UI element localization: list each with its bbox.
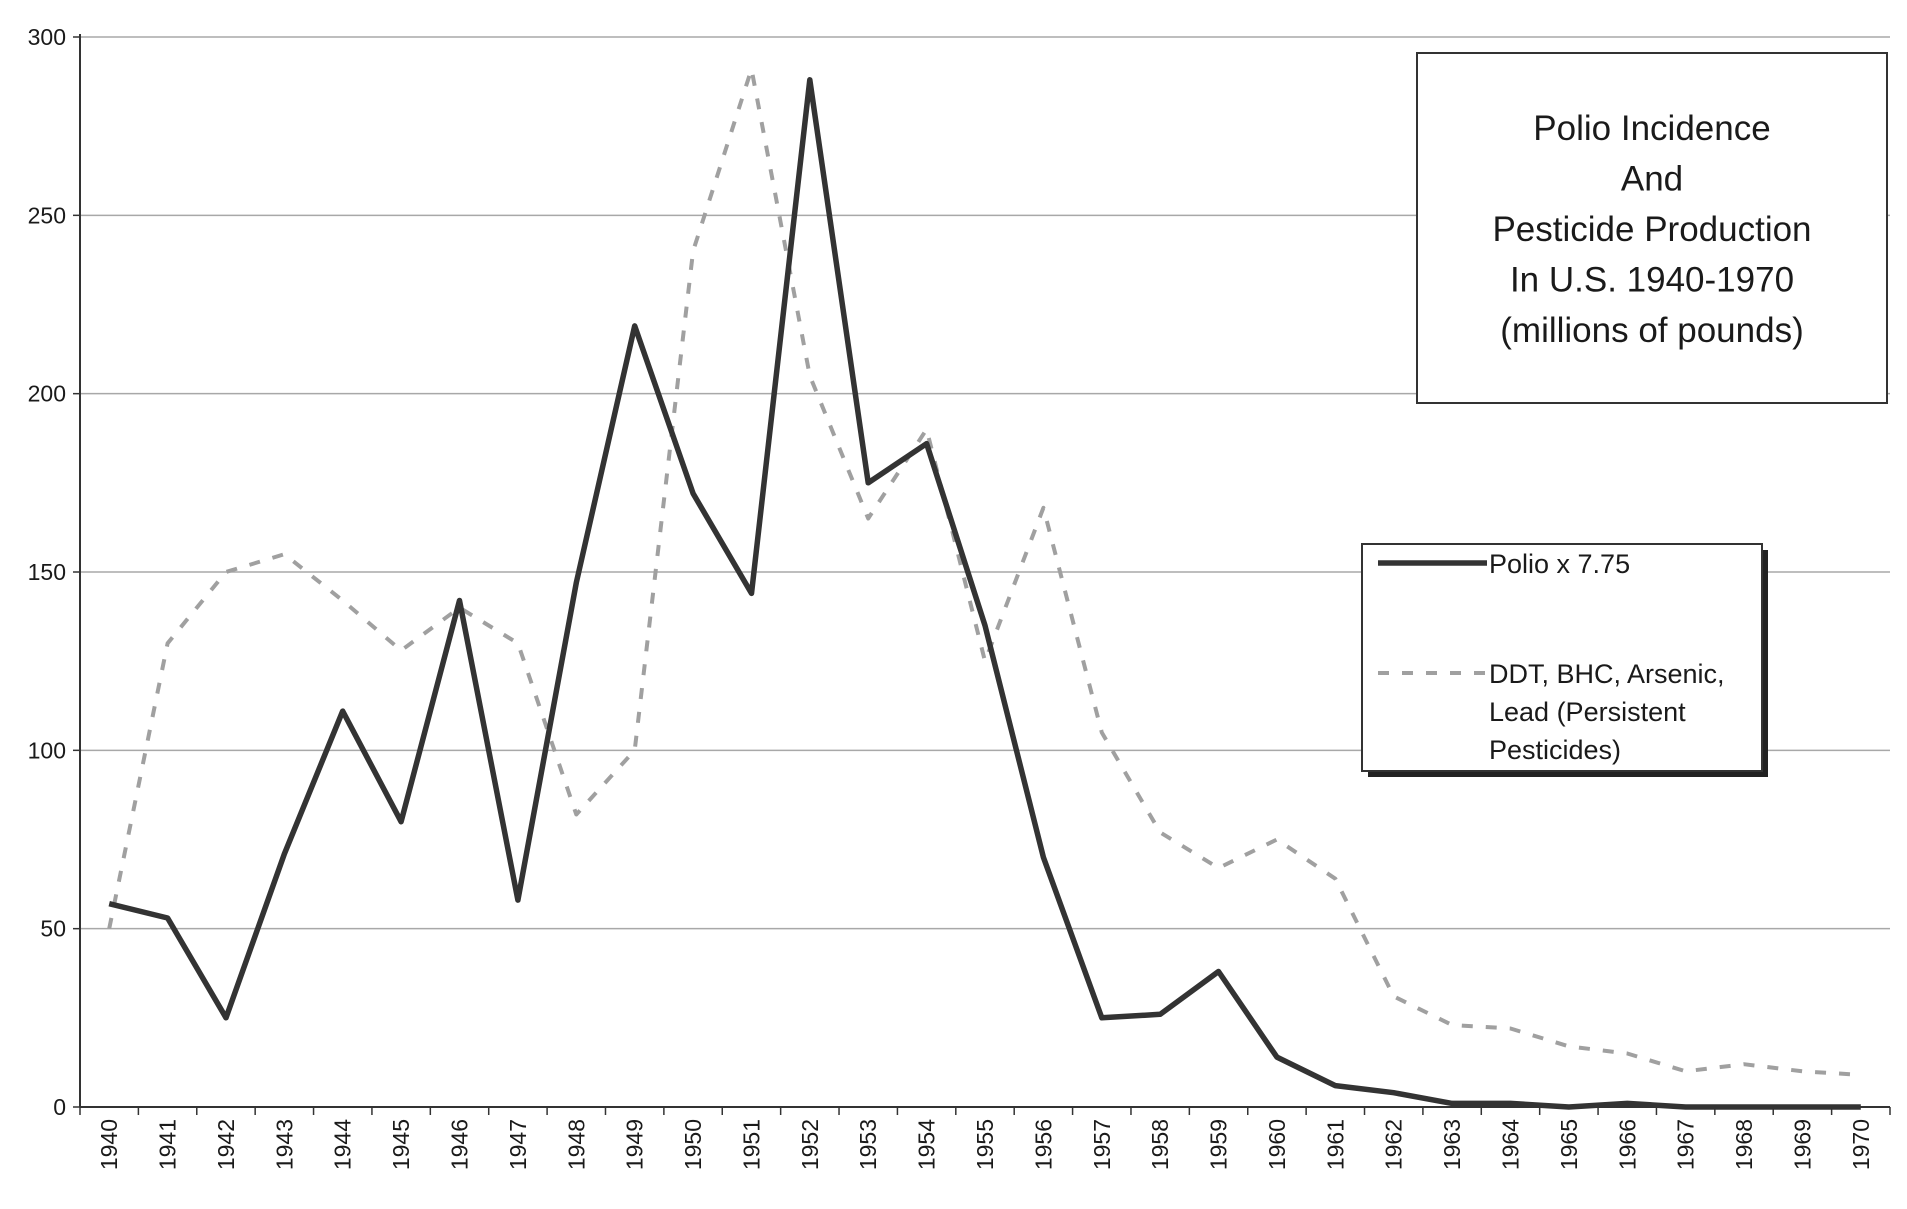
x-tick-label: 1951 [738,1119,764,1170]
x-tick-label: 1942 [213,1119,239,1170]
y-tick-label: 100 [28,737,66,763]
x-tick-label: 1958 [1147,1119,1173,1170]
legend-label-pesticides-line: DDT, BHC, Arsenic, [1489,659,1725,689]
x-tick-label: 1953 [855,1119,881,1170]
x-tick-label: 1945 [388,1119,414,1170]
gridlines [80,36,1890,930]
chart-title-line: Polio Incidence [1533,109,1770,148]
x-tick-label: 1956 [1030,1119,1056,1170]
x-tick-label: 1957 [1089,1119,1115,1170]
x-tick-label: 1970 [1848,1119,1874,1170]
x-tick-label: 1962 [1381,1119,1407,1170]
x-tick-label: 1941 [155,1119,181,1170]
x-tick-label: 1959 [1206,1119,1232,1170]
x-tick-label: 1949 [622,1119,648,1170]
chart-title-line: (millions of pounds) [1500,311,1803,350]
x-tick-label: 1948 [563,1119,589,1170]
chart-title-line: In U.S. 1940-1970 [1510,261,1794,300]
legend: Polio x 7.75 DDT, BHC, Arsenic, Lead (Pers… [1361,543,1768,777]
x-tick-label: 1950 [680,1119,706,1170]
x-tick-label: 1947 [505,1119,531,1170]
polio-series-line [108,77,1861,1110]
x-tick-label: 1946 [447,1119,473,1170]
chart-title-line: And [1621,160,1683,199]
x-tick-label: 1968 [1731,1119,1757,1170]
x-tick-label: 1955 [972,1119,998,1170]
y-tick-label: 300 [28,24,66,50]
chart-title-line: Pesticide Production [1492,210,1811,249]
x-tick-label: 1943 [271,1119,297,1170]
y-tick-label: 0 [53,1094,66,1120]
legend-frame [1361,543,1763,772]
y-tick-label: 50 [40,916,66,942]
x-tick-label: 1964 [1497,1119,1523,1170]
y-tick-label: 250 [28,202,66,228]
x-tick-label: 1967 [1673,1119,1699,1170]
legend-label-pesticides-line: Pesticides) [1489,735,1621,765]
title-box: Polio Incidence And Pesticide Production In… [1416,52,1888,404]
x-tick-label: 1940 [96,1119,122,1170]
title-box-frame [1416,52,1888,404]
x-tick-label: 1952 [797,1119,823,1170]
x-tick-label: 1966 [1614,1119,1640,1170]
axes: 0 50 100 150 200 250 300 1940 1941 1942 1943 1944 19… [28,24,1891,1170]
x-tick-label: 1960 [1264,1119,1290,1170]
y-tick-label: 200 [28,381,66,407]
x-tick-label: 1963 [1439,1119,1465,1170]
legend-label-pesticides-line: Lead (Persistent [1489,697,1686,727]
x-tick-label: 1954 [914,1119,940,1170]
x-tick-label: 1965 [1556,1119,1582,1170]
x-tick-label: 1969 [1789,1119,1815,1170]
x-tick-label: 1961 [1322,1119,1348,1170]
series-lines [107,67,1861,1110]
legend-label-polio: Polio x 7.75 [1489,549,1630,579]
x-tick-label: 1944 [330,1119,356,1170]
y-tick-label: 150 [28,559,66,585]
